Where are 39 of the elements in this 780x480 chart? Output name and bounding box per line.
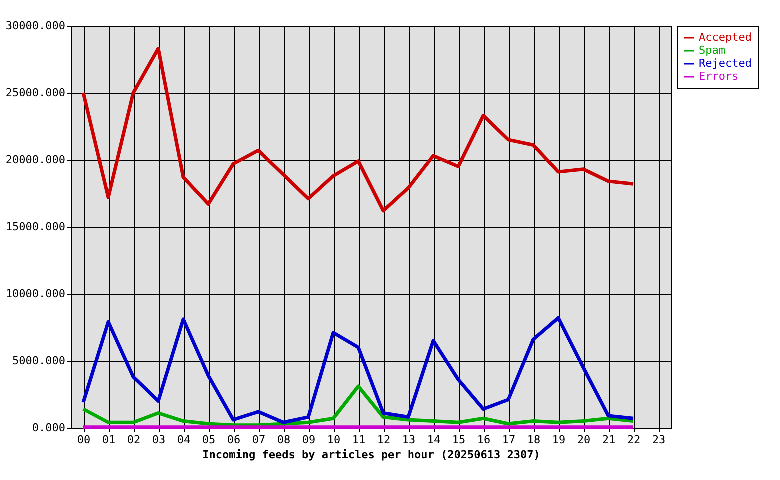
y-tick-label: 15000.000 [6, 220, 66, 234]
x-tick-label: 04 [177, 434, 191, 446]
x-tick-label: 00 [77, 434, 91, 446]
x-tick-label: 11 [352, 434, 366, 446]
y-tick-label: 10000.000 [6, 288, 66, 300]
legend-label: Accepted [699, 31, 752, 44]
x-tick-label: 10 [327, 434, 341, 446]
x-tick-label: 14 [427, 434, 441, 446]
x-tick-label: 18 [527, 434, 541, 446]
x-tick-label: 03 [152, 434, 166, 446]
legend-label: Rejected [699, 57, 752, 70]
x-tick-label: 05 [202, 434, 216, 446]
legend-label: Errors [699, 70, 739, 83]
x-tick-label: 13 [402, 434, 416, 446]
x-tick-label: 06 [227, 434, 241, 446]
y-tick-label: 25000.000 [6, 86, 66, 100]
x-tick-label: 17 [502, 434, 516, 446]
x-tick-label: 12 [377, 434, 391, 446]
x-tick-label: 02 [127, 434, 141, 446]
x-tick-label: 01 [102, 434, 116, 446]
x-tick-label: 19 [552, 434, 566, 446]
x-tick-label: 23 [652, 434, 666, 446]
x-tick-label: 07 [252, 434, 266, 446]
legend-label: Spam [699, 44, 726, 57]
x-tick-label: 09 [302, 434, 316, 446]
line-series [82, 47, 636, 213]
y-tick-label: 30000.000 [6, 20, 66, 32]
line-series [82, 316, 636, 424]
y-tick-label: 5000.000 [12, 354, 66, 368]
x-tick-label: 08 [277, 434, 291, 446]
y-tick-label: 20000.000 [6, 154, 66, 166]
y-tick-label: 0.000 [32, 422, 66, 434]
x-tick-label: 16 [477, 434, 491, 446]
x-tick-label: 21 [602, 434, 616, 446]
x-tick-label: 22 [627, 434, 641, 446]
x-tick-label: 20 [577, 434, 591, 446]
x-axis-title: Incoming feeds by articles per hour (20250613 2307) [202, 448, 540, 462]
line-series [82, 384, 636, 428]
x-tick-label: 15 [452, 434, 466, 446]
